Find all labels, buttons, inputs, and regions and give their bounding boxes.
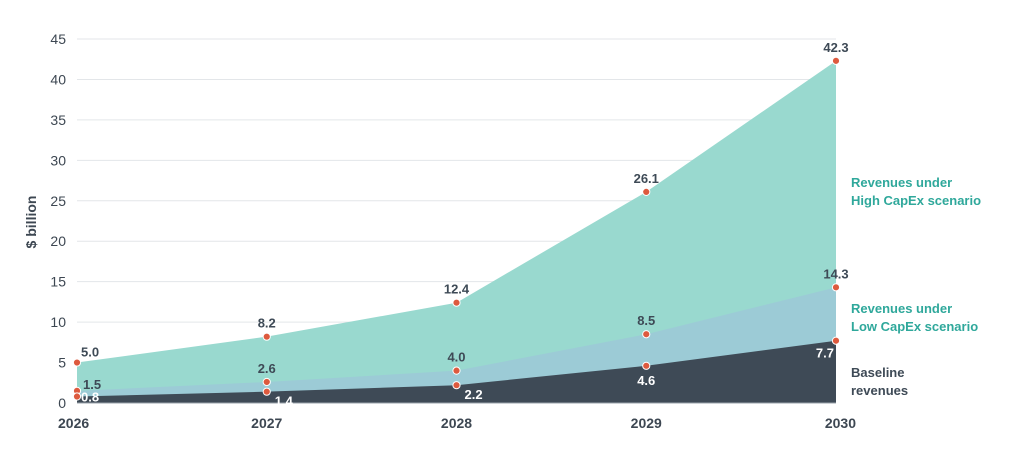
y-tick-label: 20 <box>50 233 66 249</box>
y-axis-label: $ billion <box>23 196 39 249</box>
data-label: 14.3 <box>823 266 848 281</box>
data-labels: 5.0 8.2 12.4 26.1 42.3 1.5 2.6 4.0 8.5 14.3 0.8 1.4… <box>81 40 849 409</box>
y-tick-label: 35 <box>50 112 66 128</box>
series-label-line: High CapEx scenario <box>851 193 981 208</box>
data-point <box>831 336 841 345</box>
data-point <box>831 56 841 65</box>
data-point <box>72 358 82 367</box>
data-label: 0.8 <box>81 390 99 405</box>
data-point <box>831 283 841 292</box>
gridlines <box>77 38 836 364</box>
series-label-line: Revenues under <box>851 301 952 316</box>
series-label-line: Revenues under <box>851 175 952 190</box>
data-point <box>72 392 82 401</box>
data-label: 5.0 <box>81 345 99 360</box>
data-point <box>262 377 271 387</box>
data-label: 26.1 <box>634 171 659 186</box>
data-label: 2.6 <box>258 361 276 376</box>
data-label: 42.3 <box>823 40 848 55</box>
data-label: 2.2 <box>465 387 483 402</box>
x-tick-label: 2027 <box>251 415 282 431</box>
data-label: 8.5 <box>637 313 655 328</box>
data-label: 12.4 <box>444 282 470 297</box>
x-tick-label: 2029 <box>631 415 662 431</box>
series-areas <box>77 60 836 404</box>
data-point <box>262 332 271 341</box>
series-label-line: Low CapEx scenario <box>851 319 978 334</box>
data-point <box>452 298 461 307</box>
y-tick-label: 45 <box>50 31 66 47</box>
data-label: 1.5 <box>83 377 101 392</box>
data-point <box>452 366 461 375</box>
x-tick-label: 2030 <box>825 415 856 431</box>
series-labels: Revenues under High CapEx scenario Revenue… <box>851 175 981 398</box>
y-tick-label: 15 <box>50 274 66 290</box>
data-point <box>262 387 271 396</box>
data-point <box>642 361 651 370</box>
series-area-2 <box>77 340 836 403</box>
y-tick-label: 5 <box>58 355 66 371</box>
data-label: 7.7 <box>816 346 834 361</box>
data-label: 1.4 <box>275 394 294 409</box>
series-area-0 <box>77 60 836 404</box>
data-point <box>452 381 461 390</box>
data-point <box>642 187 651 196</box>
y-tick-label: 25 <box>50 193 66 209</box>
data-label: 4.6 <box>637 373 655 388</box>
data-markers <box>72 56 841 401</box>
data-label: 4.0 <box>447 350 465 365</box>
x-tick-label: 2028 <box>441 415 472 431</box>
series-label-line: Baseline <box>851 365 904 380</box>
data-label: 8.2 <box>258 316 276 331</box>
y-tick-label: 10 <box>50 314 66 330</box>
data-point <box>642 330 651 339</box>
x-tick-label: 2026 <box>58 415 89 431</box>
y-tick-label: 0 <box>58 395 66 411</box>
series-label-line: revenues <box>851 383 908 398</box>
axes: 0 5 10 15 20 25 30 35 40 45 2026 2027 2028 2029 2030 <box>50 31 856 431</box>
y-tick-label: 30 <box>50 152 66 168</box>
y-tick-label: 40 <box>50 71 66 87</box>
